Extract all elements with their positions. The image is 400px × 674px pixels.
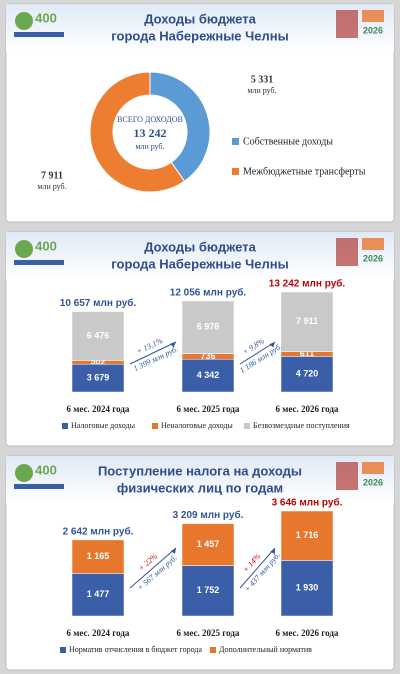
value-label: 6 476 (87, 330, 110, 340)
value-label: 4 720 (296, 369, 319, 379)
value-unit: млн руб. (37, 182, 66, 191)
category-label: 6 мес. 2026 года (276, 628, 339, 638)
legend-swatch (60, 647, 66, 653)
legend-swatch (152, 423, 158, 429)
logo-emblem (15, 240, 33, 258)
panel-header (6, 4, 394, 52)
bar-segment (280, 510, 334, 561)
arrow-head (170, 342, 176, 348)
value-label: 1 716 (296, 530, 319, 540)
logo-left-text: 400 (35, 238, 57, 253)
bar-segment (181, 523, 235, 566)
logo-right-mark (362, 10, 384, 22)
legend-label: Норматив отчисления в бюджет города (69, 645, 202, 654)
logo-left-text: 400 (35, 462, 57, 477)
logo-right-text: 2026 (363, 477, 383, 487)
logo-left-text: 400 (35, 10, 57, 25)
value-label: 7 911 (296, 316, 318, 326)
total-label: 3 209 млн руб. (173, 509, 244, 521)
legend-label: Неналоговые доходы (161, 421, 233, 430)
bar-segment (280, 291, 334, 352)
category-label: 6 мес. 2025 года (177, 404, 240, 414)
logo-right-mark (362, 462, 384, 474)
legend-swatch (232, 138, 239, 145)
legend-label: Налоговые доходы (71, 421, 136, 430)
value-label: 611 (300, 348, 315, 358)
bar-segment (71, 311, 125, 361)
center-label: 13 242 (134, 126, 167, 140)
category-label: 6 мес. 2025 года (177, 628, 240, 638)
legend-swatch (210, 647, 216, 653)
bar-segment (181, 300, 235, 354)
arrow-head (269, 342, 275, 348)
growth-arrow (129, 341, 177, 365)
arrow-head (170, 548, 176, 554)
logo-left-bar (14, 260, 64, 265)
category-label: 6 мес. 2026 года (276, 404, 339, 414)
arrow-head (270, 548, 275, 554)
bar-segment (181, 358, 235, 393)
growth-arrow (239, 341, 276, 365)
chart-title: Доходы бюджета (144, 11, 256, 26)
bar-segment (71, 539, 125, 574)
panel-header (6, 456, 394, 504)
donut-hole (113, 95, 187, 169)
value-label: 7 911 (41, 170, 63, 181)
bar-segment (280, 356, 334, 393)
value-label: 3 679 (87, 372, 110, 382)
legend-label: Собственные доходы (243, 136, 333, 147)
value-label: 736 (200, 351, 215, 361)
logo-right-text: 2026 (363, 25, 383, 35)
value-label: 1 930 (296, 583, 319, 593)
logo-right-emblem (336, 238, 358, 266)
total-label: 10 657 млн руб. (60, 297, 137, 309)
legend-label: Межбюджетные трансферты (243, 166, 366, 177)
value-label: 1 477 (87, 589, 110, 599)
panel-header (6, 232, 394, 280)
total-label: 3 646 млн руб. (272, 497, 343, 509)
center-label: млн руб. (135, 142, 164, 151)
value-label: 502 (90, 357, 105, 367)
value-label: 5 331 (251, 74, 274, 85)
logo-right-mark (362, 238, 384, 250)
center-label: ВСЕГО ДОХОДОВ (117, 115, 183, 124)
value-label: 4 342 (197, 370, 220, 380)
legend-swatch (244, 423, 250, 429)
bar-segment (280, 560, 334, 617)
legend-swatch (232, 168, 239, 175)
logo-emblem (15, 12, 33, 30)
legend-label: Безвозмездные поступления (253, 421, 350, 430)
growth-arrow (129, 547, 177, 589)
value-label: 1 457 (197, 539, 220, 549)
value-unit: млн руб. (247, 86, 276, 95)
bar-segment (181, 565, 235, 617)
logo-right-emblem (336, 10, 358, 38)
total-label: 12 056 млн руб. (170, 287, 247, 299)
logo-right-text: 2026 (363, 253, 383, 263)
legend-label: Дополнительный норматив (219, 645, 312, 654)
chart-title: Поступление налога на доходы (98, 463, 302, 478)
chart-title: города Набережные Челны (111, 28, 288, 43)
logo-right-emblem (336, 462, 358, 490)
logo-left-bar (14, 32, 64, 37)
chart-title: физических лиц по годам (117, 480, 283, 495)
value-label: 1 165 (87, 551, 110, 561)
total-label: 2 642 млн руб. (63, 526, 134, 538)
category-label: 6 мес. 2024 года (67, 628, 130, 638)
chart-title: города Набережные Челны (111, 256, 288, 271)
chart-title: Доходы бюджета (144, 239, 256, 254)
category-label: 6 мес. 2024 года (67, 404, 130, 414)
growth-arrow (239, 547, 276, 589)
logo-emblem (15, 464, 33, 482)
value-label: 1 752 (197, 585, 220, 595)
bar-segment (71, 573, 125, 617)
logo-left-bar (14, 484, 64, 489)
value-label: 6 978 (197, 322, 220, 332)
total-label: 13 242 млн руб. (269, 278, 346, 290)
legend-swatch (62, 423, 68, 429)
bar-segment (71, 363, 125, 393)
